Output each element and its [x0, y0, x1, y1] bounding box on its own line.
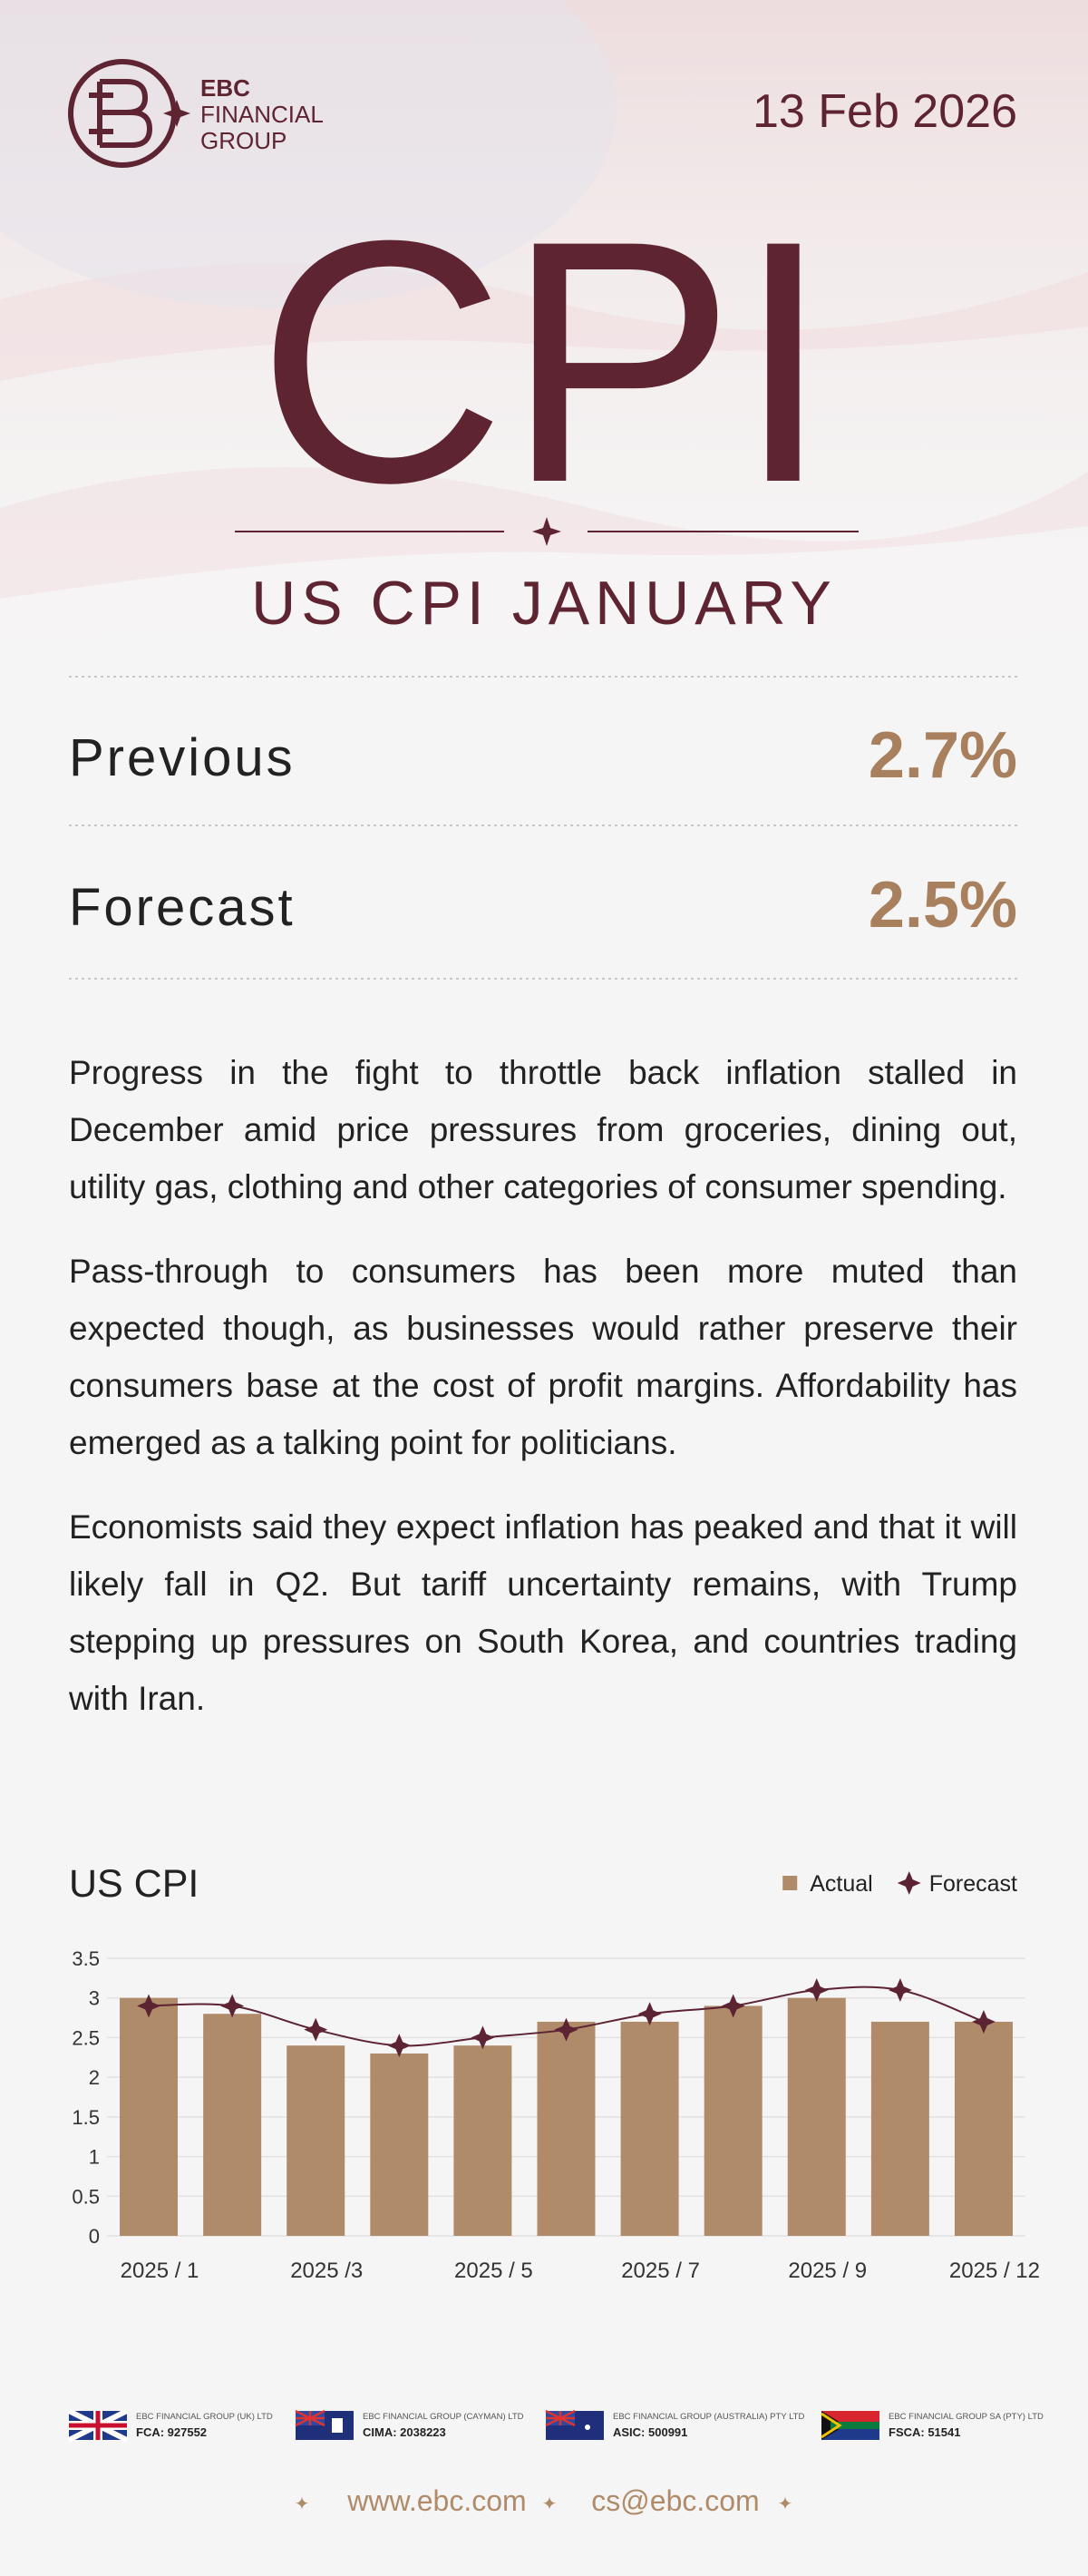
bar: [537, 2021, 596, 2236]
bar: [870, 2021, 929, 2236]
entity-name: EBC FINANCIAL GROUP (UK) LTD: [136, 2412, 273, 2422]
forecast-marker: [137, 1994, 161, 2018]
y-tick-label: 1.5: [72, 2106, 100, 2129]
forecast-marker: [220, 1994, 245, 2018]
forecast-marker: [304, 2017, 328, 2042]
legend-swatch: [782, 1876, 798, 1890]
stat-label: Previous: [69, 728, 296, 787]
paragraph: Pass-through to consumers has been more …: [69, 1253, 1017, 1461]
forecast-marker: [804, 1977, 829, 2002]
email: cs@ebc.com: [591, 2484, 759, 2517]
bar: [203, 2014, 262, 2236]
paragraph: Economists said they expect inflation ha…: [69, 1508, 1017, 1717]
flag: [545, 2409, 576, 2427]
y-tick-label: 2.5: [72, 2026, 100, 2049]
date: 13 Feb 2026: [753, 85, 1017, 138]
x-tick-label: 2025 / 9: [788, 2259, 867, 2283]
legend-swatch: [897, 1871, 921, 1895]
logo-text: FINANCIAL: [200, 101, 324, 128]
bar: [370, 2053, 429, 2236]
separator: ✦: [295, 2494, 310, 2514]
y-tick-label: 0.5: [72, 2185, 100, 2208]
flag: [821, 2412, 842, 2439]
body-text: Progress in the fight to throttle back i…: [69, 1044, 1017, 1754]
logo-text: EBC: [200, 74, 250, 102]
y-tick-label: 3: [89, 1987, 100, 2010]
stat-label: Forecast: [69, 878, 296, 937]
forecast-marker: [637, 2002, 662, 2026]
flag: [69, 2411, 127, 2440]
logo: [68, 59, 190, 168]
chart-title: US CPI: [69, 1862, 199, 1906]
website: www.ebc.com: [346, 2484, 526, 2517]
bar: [787, 1997, 846, 2236]
stat-value: 2.7%: [869, 719, 1017, 792]
title: CPI: [257, 169, 831, 554]
legend-label: Actual: [810, 1871, 872, 1897]
entity-license: FCA: 927552: [136, 2425, 207, 2439]
bar: [620, 2021, 679, 2236]
subtitle: US CPI JANUARY: [251, 569, 837, 638]
stat-value: 2.5%: [869, 869, 1017, 942]
flag: [295, 2409, 325, 2427]
x-tick-label: 2025 / 5: [454, 2259, 533, 2283]
forecast-marker: [554, 2017, 578, 2042]
x-tick-label: 2025 / 12: [949, 2259, 1040, 2283]
x-tick-label: 2025 /3: [290, 2259, 363, 2283]
bar: [120, 1997, 179, 2236]
chart: 0 0.5 1 1.5 2 2.5 3 3.5 2025 / 1 2025 /3 2025 / 5 2…: [72, 1871, 1040, 2283]
forecast-marker: [971, 2009, 996, 2034]
entity-license: CIMA: 2038223: [363, 2425, 446, 2439]
separator: ✦: [542, 2494, 558, 2514]
entity-name: EBC FINANCIAL GROUP (CAYMAN) LTD: [363, 2412, 524, 2422]
bar: [453, 2045, 512, 2236]
bar: [704, 2005, 763, 2236]
bar: [954, 2021, 1013, 2236]
separator: ✦: [778, 2494, 793, 2514]
entity-name: EBC FINANCIAL GROUP (AUSTRALIA) PTY LTD: [613, 2412, 804, 2422]
y-tick-label: 0: [89, 2225, 100, 2248]
flag-canton: [0, 0, 617, 308]
footer: EBC FINANCIAL GROUP (UK) LTD FCA: 927552 E…: [67, 2408, 1044, 2443]
divider-star: [532, 517, 561, 546]
entity-license: FSCA: 51541: [889, 2425, 960, 2439]
forecast-marker: [387, 2034, 412, 2058]
forecast-marker: [888, 1977, 912, 2002]
forecast-marker: [721, 1994, 745, 2018]
paragraph: Progress in the fight to throttle back i…: [69, 1054, 1017, 1205]
x-tick-label: 2025 / 1: [121, 2259, 199, 2283]
entity-name: EBC FINANCIAL GROUP SA (PTY) LTD: [889, 2412, 1044, 2422]
y-tick-label: 3.5: [72, 1947, 100, 1970]
forecast-marker: [471, 2025, 495, 2050]
flag: [585, 2425, 590, 2430]
legend-label: Forecast: [929, 1871, 1017, 1897]
logo-text: GROUP: [200, 127, 287, 154]
y-tick-label: 2: [89, 2066, 100, 2089]
x-tick-label: 2025 / 7: [621, 2259, 700, 2283]
y-tick-label: 1: [89, 2146, 100, 2169]
entity-license: ASIC: 500991: [613, 2425, 687, 2439]
bar: [287, 2045, 345, 2236]
flag: [332, 2418, 343, 2433]
